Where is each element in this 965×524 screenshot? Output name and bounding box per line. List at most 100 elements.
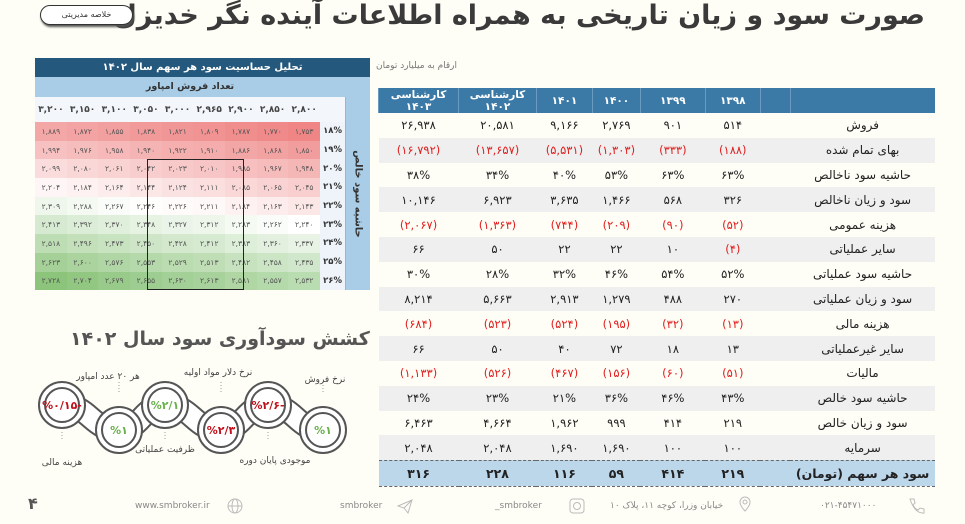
eps-cell: ۲,۳۳۷: [288, 234, 321, 253]
driver-value: %۱: [314, 424, 332, 437]
eps-cell: ۱,۸۵۰: [288, 140, 321, 160]
value-cell: ۳۴%: [485, 167, 510, 182]
telegram-handle[interactable]: smbroker: [340, 501, 383, 511]
eps-cell: ۲,۷۲۸: [35, 271, 67, 291]
table-header-row: ۱۳۹۸ ۱۳۹۹ ۱۴۰۰ ۱۴۰۱ کارشناسی ۱۴۰۲ کارشنا…: [377, 88, 935, 113]
row-axis-band: حاشیه سود خالص: [345, 97, 370, 290]
row-label: سود و زیان خالص: [817, 415, 908, 430]
eps-value: ۳۱۶: [378, 459, 459, 487]
sensitivity-row: ۱۹% ۱,۸۵۰ ۱,۸۶۸ ۱,۸۸۶ ۱,۹۱۰ ۱,۹۲۲ ۱,۹۴۰ ۱,۹۵۸ ۱,…: [35, 140, 345, 160]
sensitivity-row: ۲۳% ۲,۲۴۰ ۲,۲۶۲ ۲,۲۸۳ ۲,۳۱۲ ۲,۳۲۷ ۲,۳۴۸ ۲,۳۷۰ ۲,…: [35, 215, 345, 235]
eps-cell: ۲,۱۲۴: [161, 178, 194, 197]
driver-value: %۲/۳: [207, 424, 236, 437]
eps-cell: ۲,۳۱۲: [193, 215, 226, 235]
value-cell: ۴۰: [536, 336, 593, 361]
value-cell: ۱۰,۱۴۶: [378, 187, 459, 213]
value-cell: (۹۰): [662, 217, 684, 232]
value-cell: ۳۶%: [592, 385, 641, 411]
value-cell: (۱,۱۳۳): [399, 366, 438, 381]
driver-label: نرخ فروش: [304, 375, 346, 385]
eps-cell: ۲,۵۵۳: [130, 252, 162, 272]
eps-cell: ۱,۸۰۹: [193, 122, 226, 141]
value-cell: (۳۳۳): [640, 137, 706, 163]
sales-count-header: ۳,۰۵۰: [130, 97, 162, 122]
management-summary-button[interactable]: خلاصه مدیریتی: [40, 5, 133, 25]
telegram-icon: [396, 499, 413, 515]
sales-count-header: ۳,۰۰۰: [161, 97, 194, 122]
row-label: سود و زیان ناخالص: [790, 187, 935, 213]
eps-cell: ۲,۵۸۱: [225, 271, 257, 291]
eps-cell: ۱,۸۶۸: [256, 140, 289, 160]
blank-cell: [760, 411, 790, 436]
eps-cell: ۲,۱۴۳: [288, 196, 321, 216]
row-label: حاشیه سود ناخالص: [814, 167, 912, 182]
eps-cell: ۲,۴۸۲: [225, 252, 257, 272]
driver-circle: [203, 412, 239, 448]
value-cell: ۱,۲۷۹: [592, 286, 641, 312]
eps-cell: ۱,۸۵۵: [98, 122, 131, 141]
value-cell: ۳۰%: [406, 267, 431, 282]
eps-cell: ۲,۵۷۶: [98, 252, 131, 272]
value-cell: ۹۹۹: [607, 415, 626, 430]
driver-label: ظرفیت عملیاتی: [135, 445, 195, 455]
eps-cell: ۱,۹۱۰: [193, 140, 226, 160]
driver-label: نرخ دلار مواد اولیه: [183, 368, 253, 378]
value-cell: ۴۰%: [552, 167, 577, 182]
eps-cell: ۲,۶۱۳: [193, 271, 226, 291]
eps-cell: ۱,۹۹۴: [35, 140, 67, 160]
eps-cell: ۱,۹۵۸: [98, 140, 131, 160]
eps-cell: ۲,۴۱۳: [35, 215, 67, 235]
row-label: حاشیه سود عملیاتی: [813, 267, 913, 282]
column-header: ۱۴۰۰: [591, 88, 641, 113]
value-cell: ۴۶%: [604, 267, 629, 282]
unit-note: ارقام به میلیارد تومان: [376, 61, 458, 71]
sensitivity-header-row: ۲,۸۰۰ ۲,۸۵۰ ۲,۹۰۰ ۲,۹۶۵ ۳,۰۰۰ ۳,۰۵۰ ۳,۱۰۰ ۳,۱۵۰…: [35, 97, 345, 122]
value-cell: ۲,۷۶۹: [602, 118, 631, 133]
row-label: فروش: [846, 118, 879, 133]
value-cell: ۵۱۴: [723, 118, 743, 133]
sensitivity-row: ۱۸% ۱,۷۵۳ ۱,۷۷۰ ۱,۷۸۷ ۱,۸۰۹ ۱,۸۲۱ ۱,۸۳۸ ۱,۸۵۵ ۱,…: [35, 122, 345, 141]
value-cell: ۹,۱۶۶: [550, 118, 579, 133]
margin-label: ۲۶%: [320, 271, 345, 291]
eps-cell: ۲,۲۴۶: [130, 196, 162, 216]
instagram-handle[interactable]: smbroker_: [495, 501, 542, 511]
eps-cell: ۲,۱۴۴: [130, 178, 162, 197]
eps-cell: ۲,۵۵۷: [256, 271, 289, 291]
driver-circle: [250, 387, 286, 423]
driver-circle: [44, 387, 80, 423]
sales-count-header: ۳,۱۰۰: [98, 97, 131, 122]
table-row: حاشیه سود ناخالص ۶۳% ۶۳% ۵۳% ۴۰% ۳۴% ۳۸%: [379, 163, 936, 188]
eps-cell: ۱,۸۸۹: [35, 122, 67, 141]
eps-value: ۵۹: [592, 459, 641, 487]
eps-cell: ۱,۸۳۸: [130, 122, 162, 141]
table-row: سود و زیان خالص ۲۱۹ ۴۱۴ ۹۹۹ ۱,۹۶۲ ۴,۶۶۴ ۶,۴۶۳: [379, 411, 936, 436]
value-cell: ۶,۹۲۳: [458, 187, 537, 213]
eps-cell: ۲,۴۵۰: [130, 234, 162, 253]
value-cell: ۵۴%: [661, 267, 685, 282]
drivers-title: کشش سودآوری سود سال ۱۴۰۲: [70, 328, 370, 350]
corner-cell: [345, 77, 370, 97]
phone-number[interactable]: ۰۲۱-۴۵۴۷۱۰۰۰: [820, 501, 877, 511]
eps-cell: ۲,۱۸۴: [225, 196, 257, 216]
margin-label: ۲۲%: [320, 196, 345, 216]
eps-cell: ۲,۶۳۰: [161, 271, 194, 291]
driver-value: %۲/۱: [151, 399, 179, 412]
eps-cell: ۲,۳۷۰: [98, 215, 131, 235]
value-cell: (۵۱): [722, 366, 744, 381]
table-row: مالیات (۵۱) (۶۰) (۱۵۶) (۴۶۷) (۵۲۶) (۱,۱۳۳): [379, 361, 936, 386]
value-cell: ۲۷۰: [705, 286, 761, 312]
value-cell: (۱۳,۶۵۷): [458, 137, 537, 163]
sensitivity-row: ۲۴% ۲,۳۳۷ ۲,۳۶۰ ۲,۳۸۳ ۲,۴۱۲ ۲,۴۲۸ ۲,۴۵۰ ۲,۴۷۳ ۲,…: [35, 234, 345, 253]
value-cell: ۱,۹۶۲: [550, 415, 579, 430]
margin-label: ۱۸%: [320, 122, 345, 141]
header-blank-cell: [759, 88, 791, 113]
value-cell: ۵۰: [458, 336, 537, 361]
value-cell: ۴۳%: [705, 385, 761, 411]
eps-value: ۴۱۴: [640, 459, 706, 487]
eps-cell: ۲,۴۱۲: [193, 234, 226, 253]
website-link[interactable]: www.smbroker.ir: [135, 501, 210, 511]
page-title: صورت سود و زیان تاریخی به همراه اطلاعات …: [113, 0, 925, 31]
eps-cell: ۲,۰۸۰: [66, 159, 99, 179]
eps-cell: ۲,۱۱۱: [193, 178, 226, 197]
eps-cell: ۲,۱۸۴: [66, 178, 99, 197]
